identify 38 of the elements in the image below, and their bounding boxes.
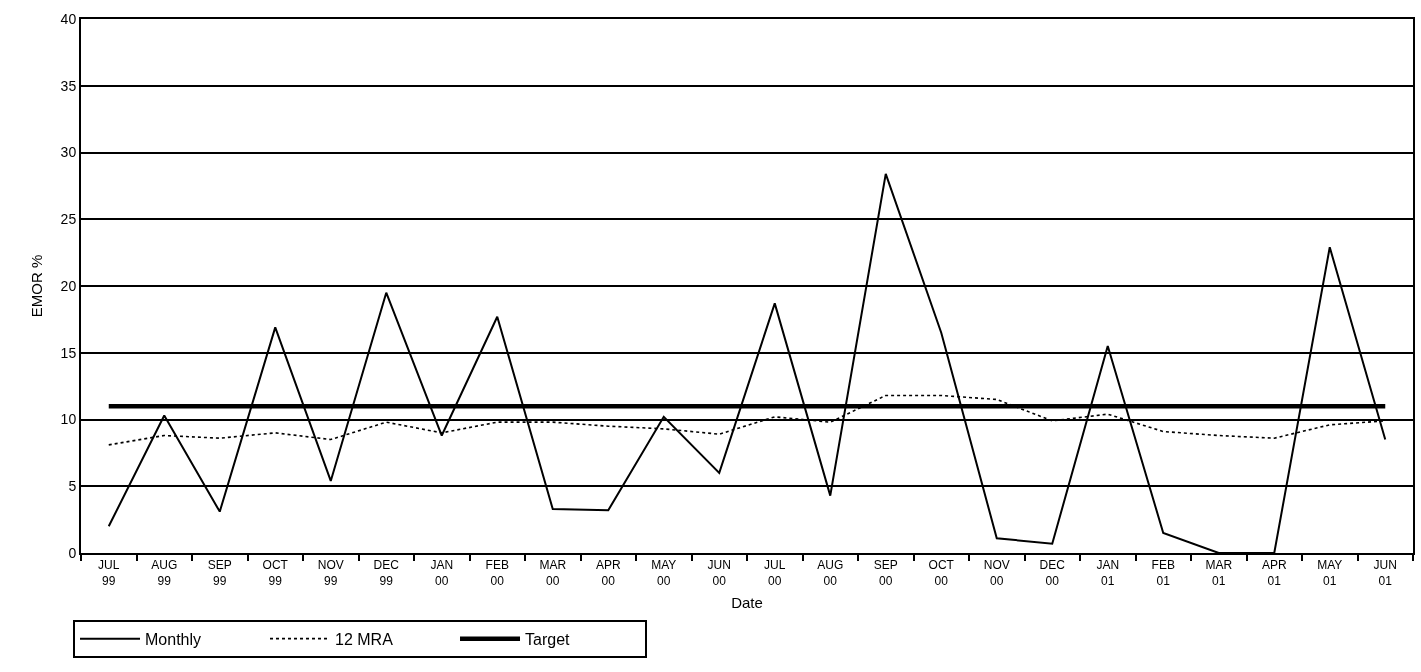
y-axis-title: EMOR % bbox=[28, 254, 46, 318]
x-tick-label: OCT 99 bbox=[262, 558, 289, 588]
x-tick-label: DEC 00 bbox=[1039, 558, 1066, 588]
x-tick-label: SEP 00 bbox=[873, 558, 898, 588]
y-tick-label: 30 bbox=[60, 144, 77, 161]
y-tick-label: 0 bbox=[68, 544, 77, 561]
y-tick-label: 15 bbox=[60, 344, 77, 361]
legend-label: 12 MRA bbox=[335, 630, 394, 648]
x-tick-label: OCT 00 bbox=[928, 558, 955, 588]
x-tick-label: APR 00 bbox=[595, 558, 621, 588]
x-tick-label: FEB 01 bbox=[1151, 558, 1175, 588]
x-tick-label: JUN 01 bbox=[1373, 558, 1397, 588]
y-tick-label: 25 bbox=[60, 211, 77, 228]
x-tick-label: DEC 99 bbox=[373, 558, 400, 588]
x-tick-label: NOV 00 bbox=[983, 558, 1010, 588]
y-tick-label: 35 bbox=[60, 77, 77, 94]
x-tick-label: AUG 99 bbox=[151, 558, 178, 588]
x-tick-label: SEP 99 bbox=[207, 558, 232, 588]
legend-label: Target bbox=[525, 630, 571, 648]
y-tick-label: 5 bbox=[68, 478, 77, 495]
legend-label: Monthly bbox=[145, 630, 202, 648]
x-tick-label: NOV 99 bbox=[317, 558, 344, 588]
y-tick-label: 40 bbox=[60, 10, 77, 27]
y-tick-label: 20 bbox=[60, 277, 77, 294]
x-tick-label: MAY 00 bbox=[651, 558, 677, 588]
x-tick-label: JUL 00 bbox=[764, 558, 786, 588]
x-tick-label: AUG 00 bbox=[817, 558, 844, 588]
x-tick-label: MAY 01 bbox=[1317, 558, 1343, 588]
x-axis-title: Date bbox=[731, 593, 763, 611]
x-tick-label: APR 01 bbox=[1261, 558, 1287, 588]
x-tick-label: FEB 00 bbox=[485, 558, 509, 588]
x-tick-label: JUL 99 bbox=[98, 558, 120, 588]
x-tick-label: JAN 01 bbox=[1096, 558, 1120, 588]
x-tick-label: JAN 00 bbox=[430, 558, 454, 588]
x-tick-label: JUN 00 bbox=[707, 558, 731, 588]
x-tick-label: MAR 00 bbox=[539, 558, 567, 588]
y-tick-label: 10 bbox=[60, 411, 77, 428]
x-tick-label: MAR 01 bbox=[1205, 558, 1233, 588]
